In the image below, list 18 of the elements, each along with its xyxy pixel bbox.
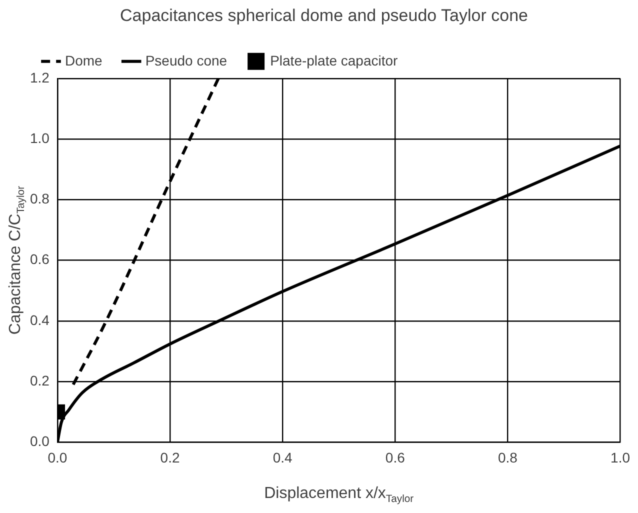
x-tick-label: 0.6 xyxy=(385,449,406,466)
y-tick-label: 1.0 xyxy=(30,130,50,146)
x-tick-label: 0.8 xyxy=(498,449,518,466)
legend-label: Dome xyxy=(65,52,103,68)
legend-label: Plate-plate capacitor xyxy=(270,52,398,68)
x-tick-label: 0.4 xyxy=(272,449,293,466)
y-tick-label: 0.8 xyxy=(30,190,50,207)
y-tick-label: 1.2 xyxy=(30,69,50,86)
x-tick-label: 1.0 xyxy=(610,449,630,466)
y-tick-label: 0.6 xyxy=(30,251,50,268)
chart-title: Capacitances spherical dome and pseudo Taylor cone xyxy=(120,6,528,25)
y-tick-label: 0.2 xyxy=(30,372,50,388)
y-tick-label: 0.4 xyxy=(30,312,50,328)
y-tick-label: 0.0 xyxy=(30,433,50,450)
x-tick-label: 0.0 xyxy=(48,449,68,466)
legend-label: Pseudo cone xyxy=(145,52,228,68)
x-tick-label: 0.2 xyxy=(160,449,180,466)
y-axis-title: Capacitance C/CTaylor xyxy=(7,185,27,335)
